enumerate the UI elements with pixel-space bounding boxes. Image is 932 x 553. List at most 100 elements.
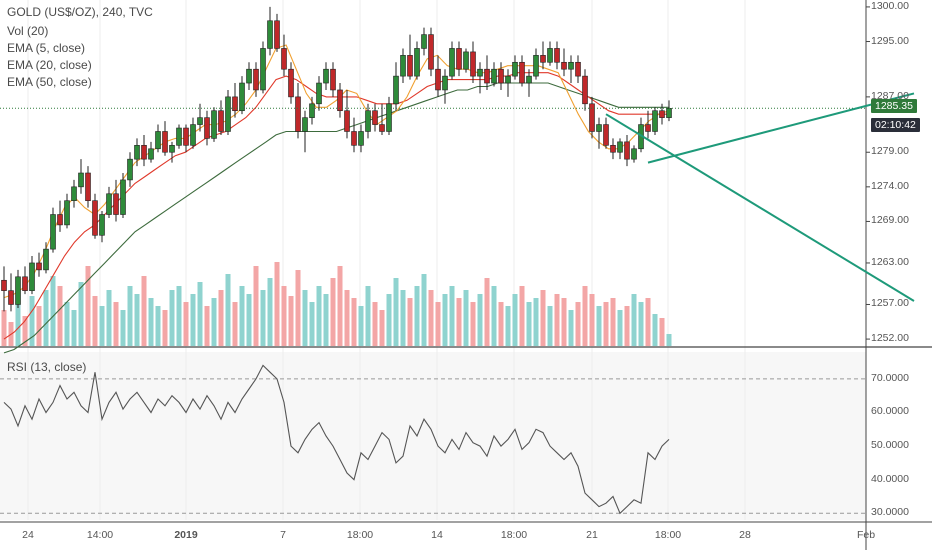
volume-bar — [624, 306, 630, 346]
candle-body — [113, 193, 119, 215]
candle-body — [29, 262, 35, 291]
volume-bar — [169, 290, 175, 346]
candle-body — [64, 200, 70, 226]
candle-body — [274, 20, 280, 49]
candle-body — [372, 110, 378, 125]
candle-body — [526, 75, 532, 84]
legend-ema20: EMA (20, close) — [7, 58, 92, 72]
volume-bar — [554, 294, 560, 346]
volume-bar — [36, 306, 42, 346]
candle-body — [169, 145, 175, 153]
volume-bar — [106, 290, 112, 346]
volume-bar — [414, 286, 420, 346]
candle-body — [575, 61, 581, 77]
candle-body — [442, 75, 448, 91]
volume-bar — [596, 306, 602, 346]
volume-bar — [666, 334, 672, 346]
price-tick-label: 1287.00 — [871, 89, 909, 102]
candle-body — [246, 68, 252, 84]
volume-bar — [638, 302, 644, 346]
candle-body — [365, 110, 371, 132]
volume-bar — [239, 286, 245, 346]
candle-body — [428, 34, 434, 70]
volume-bar — [561, 298, 567, 346]
candle-body — [631, 148, 637, 160]
candle-body — [624, 141, 630, 160]
volume-bar — [211, 298, 217, 346]
candle-body — [498, 68, 504, 84]
volume-bar — [253, 266, 259, 346]
volume-bar — [113, 302, 119, 346]
volume-bar — [442, 294, 448, 346]
candle-body — [519, 61, 525, 84]
volume-bar — [92, 296, 98, 346]
volume-bar — [652, 314, 658, 346]
volume-bar — [428, 290, 434, 346]
rsi-tick-label: 50.0000 — [871, 439, 909, 452]
price-tick-label: 1252.00 — [871, 332, 909, 345]
volume-bar — [519, 286, 525, 346]
volume-bar — [295, 270, 301, 346]
volume-bar — [225, 274, 231, 346]
candle-body — [190, 124, 196, 146]
volume-bar — [477, 294, 483, 346]
candle-body — [337, 89, 343, 112]
candle-body — [379, 124, 385, 132]
candle-body — [15, 276, 21, 305]
candle-body — [197, 117, 203, 125]
candle-body — [281, 48, 287, 70]
candle-body — [582, 75, 588, 105]
candle-body — [400, 55, 406, 77]
volume-bar — [491, 286, 497, 346]
volume-bar — [190, 294, 196, 346]
volume-bar — [183, 302, 189, 346]
volume-bar — [1, 310, 7, 346]
candle-body — [386, 103, 392, 132]
candle-body — [414, 48, 420, 77]
candle-body — [316, 82, 322, 105]
countdown-badge: 02:10:42 — [871, 118, 920, 132]
volume-bar — [631, 294, 637, 346]
trendline-falling — [605, 113, 915, 302]
time-tick-label: 21 — [586, 529, 598, 541]
volume-bar — [526, 302, 532, 346]
volume-bar — [281, 286, 287, 346]
candle-body — [148, 148, 154, 160]
volume-bar — [78, 282, 84, 346]
volume-bar — [176, 286, 182, 346]
candle-body — [57, 214, 63, 226]
candle-body — [351, 131, 357, 146]
volume-bar — [288, 296, 294, 346]
legend-vol: Vol (20) — [7, 24, 49, 38]
price-tick-label: 1295.00 — [871, 34, 909, 47]
candle-body — [603, 124, 609, 146]
candle-body — [470, 51, 476, 77]
volume-bar — [309, 302, 315, 346]
candle-body — [176, 127, 182, 146]
volume-bar — [323, 294, 329, 346]
candle-body — [449, 48, 455, 77]
candle-body — [421, 34, 427, 49]
volume-bar — [246, 294, 252, 346]
chart-title: GOLD (US$/OZ), 240, TVC — [7, 5, 153, 19]
trendline-rising — [647, 92, 915, 164]
volume-bar — [610, 298, 616, 346]
volume-bar — [603, 302, 609, 346]
volume-bar — [645, 298, 651, 346]
candle-body — [477, 68, 483, 77]
volume-bar — [379, 310, 385, 346]
volume-bar — [659, 318, 665, 346]
time-tick-label: 2019 — [174, 529, 198, 541]
volume-bar — [568, 310, 574, 346]
candle-body — [512, 61, 518, 77]
candle-body — [92, 200, 98, 236]
candle-body — [295, 96, 301, 132]
candle-body — [141, 145, 147, 160]
candle-body — [239, 82, 245, 112]
volume-bar — [204, 306, 210, 346]
volume-bar — [64, 302, 70, 346]
volume-bar — [316, 286, 322, 346]
volume-bar — [155, 306, 161, 346]
